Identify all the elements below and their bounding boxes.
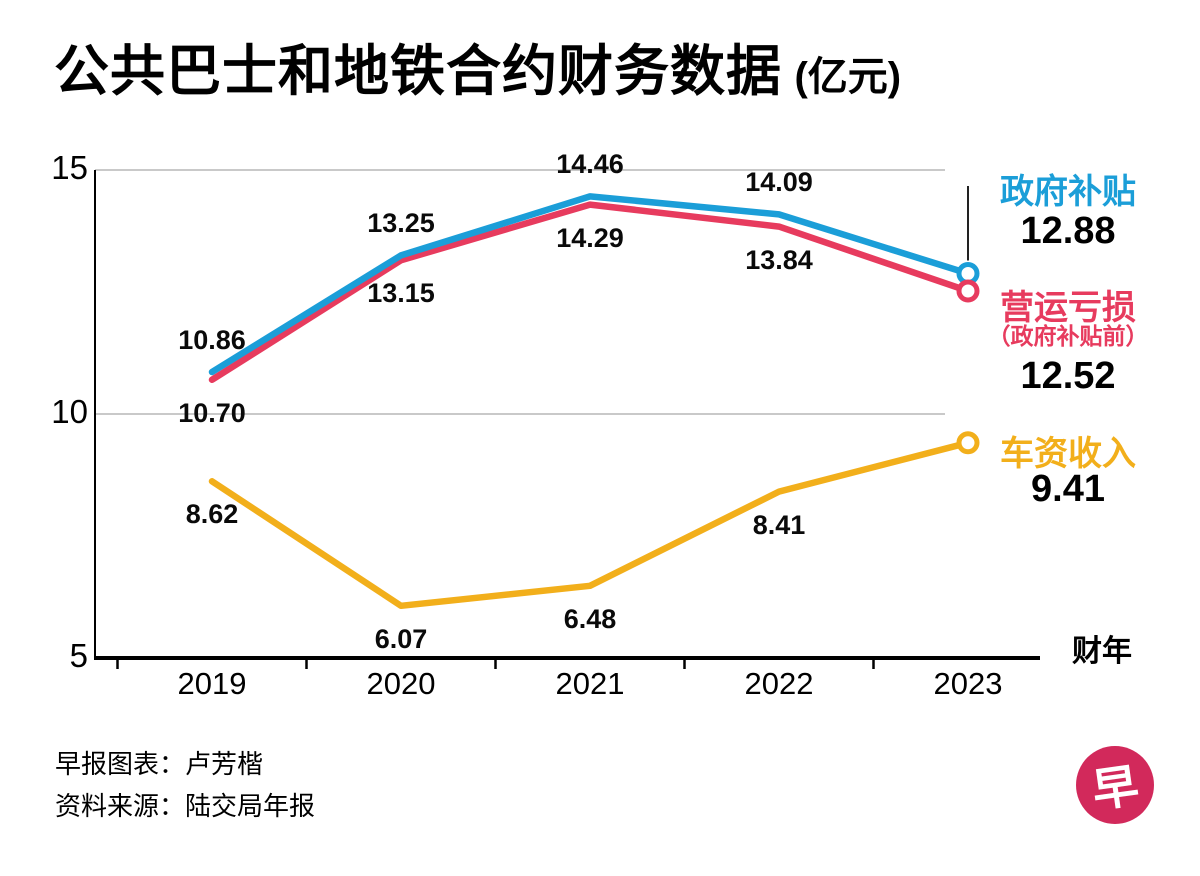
legend-sublabel-loss: （政府补贴前） (987, 323, 1149, 349)
legend-label-loss: 营运亏损 (1000, 289, 1136, 327)
zaobao-logo: 早 (1076, 746, 1154, 824)
legend-label-fare: 车资收入 (1000, 435, 1136, 473)
end-marker-2 (956, 431, 980, 455)
chart-credit: 早报图表：卢芳楷 (55, 749, 264, 779)
legend-value-subsidy: 12.88 (1020, 210, 1116, 252)
legend-label-subsidy: 政府补贴 (1000, 173, 1136, 211)
legend-value-loss: 12.52 (1020, 355, 1116, 397)
series-line-2 (208, 439, 972, 610)
page-title: 公共巴士和地铁合约财务数据 (亿元) (54, 26, 901, 106)
title-unit: (亿元) (794, 55, 902, 99)
chart-source: 资料来源：陆交局年报 (55, 791, 316, 821)
series-line-0 (208, 193, 972, 376)
x-axis-title: 财年 (1072, 635, 1132, 668)
zaobao-logo-char: 早 (1089, 759, 1142, 817)
end-marker-1 (956, 279, 980, 303)
legend-value-fare: 9.41 (1031, 468, 1105, 510)
series-line-1 (208, 201, 972, 384)
title-text: 公共巴士和地铁合约财务数据 (54, 40, 783, 102)
